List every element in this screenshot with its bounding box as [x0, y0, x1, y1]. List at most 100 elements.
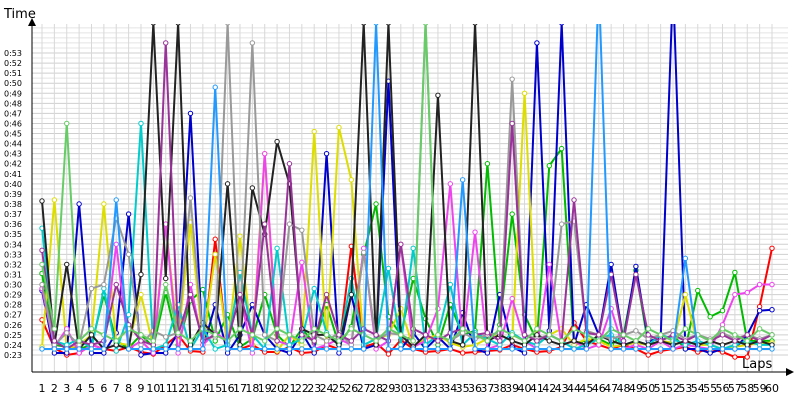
x-tick-label: 16 [221, 382, 235, 395]
data-point [150, 338, 157, 344]
x-tick-label: 4 [76, 382, 83, 395]
data-point [187, 291, 194, 298]
data-point [633, 271, 639, 278]
data-point [608, 346, 614, 352]
data-point [51, 326, 58, 332]
y-tick-label: 0:40 [4, 180, 22, 189]
data-point [39, 198, 45, 204]
data-point [472, 24, 478, 26]
x-tick-label: 46 [592, 382, 606, 395]
x-tick-label: 44 [567, 382, 581, 395]
data-point [323, 346, 330, 352]
data-point [51, 346, 58, 352]
data-point [645, 326, 651, 332]
data-point [163, 334, 169, 340]
data-point [447, 346, 454, 352]
data-point [348, 291, 355, 298]
data-point [348, 338, 355, 344]
x-tick-label: 24 [320, 382, 334, 395]
data-point [323, 291, 330, 298]
data-point [534, 346, 540, 352]
data-point [645, 352, 651, 358]
data-point [138, 291, 144, 298]
data-point [237, 326, 243, 332]
data-point [200, 286, 206, 293]
data-point [39, 261, 45, 268]
data-point [509, 120, 515, 127]
data-point [138, 120, 144, 127]
data-point [323, 332, 330, 338]
data-point [88, 326, 95, 332]
data-point [756, 338, 763, 344]
data-point [645, 332, 651, 338]
x-tick-label: 3 [63, 382, 70, 395]
x-tick-label: 12 [171, 382, 185, 395]
data-point [163, 40, 169, 46]
data-point [521, 346, 528, 352]
data-point [447, 181, 454, 187]
data-point [323, 338, 330, 344]
x-tick-label: 35 [456, 382, 470, 395]
data-point [138, 338, 144, 344]
y-tick-label: 0:33 [4, 250, 22, 259]
data-point [373, 332, 379, 338]
data-point [596, 338, 602, 344]
data-point [286, 346, 293, 352]
data-point [274, 245, 280, 251]
y-tick-label: 0:29 [4, 291, 22, 300]
data-point [385, 265, 392, 272]
data-point [633, 263, 639, 270]
data-point [299, 332, 305, 338]
data-point [509, 332, 515, 338]
data-point [558, 338, 565, 344]
data-point [286, 221, 293, 227]
x-axis-arrow [786, 368, 794, 376]
data-point [348, 346, 355, 352]
data-point [373, 338, 379, 344]
data-point [64, 346, 70, 352]
data-point [64, 120, 70, 127]
x-tick-label: 41 [530, 382, 544, 395]
data-point [744, 346, 750, 352]
data-point [509, 295, 515, 302]
y-tick-label: 0:28 [4, 301, 22, 310]
x-tick-label: 38 [493, 382, 507, 395]
data-point [732, 269, 738, 276]
data-point [175, 24, 181, 26]
data-point [497, 338, 503, 344]
data-point [521, 338, 528, 344]
x-tick-label: 7 [113, 382, 120, 395]
data-point [163, 221, 169, 227]
x-tick-label: 26 [344, 382, 358, 395]
data-point [719, 332, 726, 338]
data-point [769, 245, 775, 251]
data-point [559, 24, 565, 26]
data-point [150, 24, 156, 26]
data-point [138, 271, 144, 278]
data-point [175, 330, 181, 336]
x-tick-label: 15 [208, 382, 222, 395]
axes: Time Laps [3, 7, 794, 376]
data-point [521, 332, 528, 338]
data-point [125, 312, 132, 318]
data-point [410, 245, 416, 251]
data-point [249, 332, 256, 338]
data-point [583, 346, 590, 352]
data-point [509, 338, 515, 344]
data-point [299, 338, 305, 344]
data-point [744, 354, 750, 360]
data-point [113, 241, 119, 247]
data-point [88, 332, 95, 338]
data-point [336, 124, 342, 131]
data-point [262, 221, 268, 227]
y-tick-label: 0:42 [4, 160, 22, 169]
x-tick-label: 17 [233, 382, 247, 395]
y-tick-label: 0:32 [4, 260, 22, 269]
data-point [212, 84, 218, 90]
data-point [163, 275, 169, 282]
data-point [212, 346, 218, 352]
data-point [509, 211, 515, 217]
data-point [249, 40, 256, 46]
data-point [163, 281, 169, 288]
x-tick-label: 14 [196, 382, 210, 395]
